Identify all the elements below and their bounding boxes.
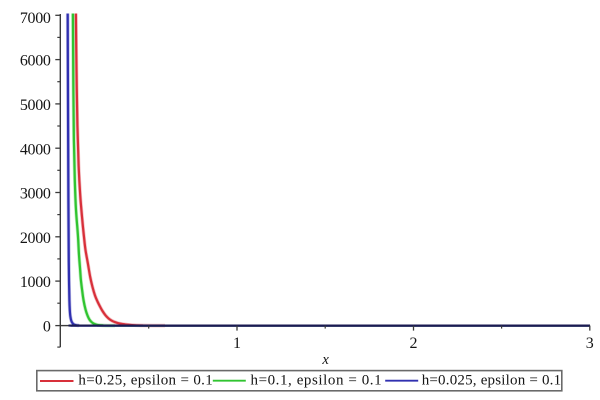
svg-text:5000: 5000 — [20, 97, 51, 114]
svg-text:h=0.25, epsilon = 0.1: h=0.25, epsilon = 0.1 — [78, 372, 213, 388]
svg-text:1: 1 — [233, 335, 241, 352]
svg-text:x: x — [321, 352, 329, 368]
svg-text:6000: 6000 — [20, 53, 51, 70]
svg-text:3: 3 — [586, 335, 594, 352]
svg-text:2: 2 — [410, 335, 418, 352]
svg-text:3000: 3000 — [20, 186, 51, 203]
svg-text:1000: 1000 — [20, 274, 51, 291]
svg-text:2000: 2000 — [20, 230, 51, 247]
svg-text:4000: 4000 — [20, 141, 51, 158]
svg-text:h=0.025, epsilon = 0.1: h=0.025, epsilon = 0.1 — [422, 372, 562, 388]
svg-text:h=0.1, epsilon = 0.1: h=0.1, epsilon = 0.1 — [251, 372, 383, 388]
svg-text:0: 0 — [43, 319, 51, 336]
svg-text:7000: 7000 — [20, 10, 51, 27]
